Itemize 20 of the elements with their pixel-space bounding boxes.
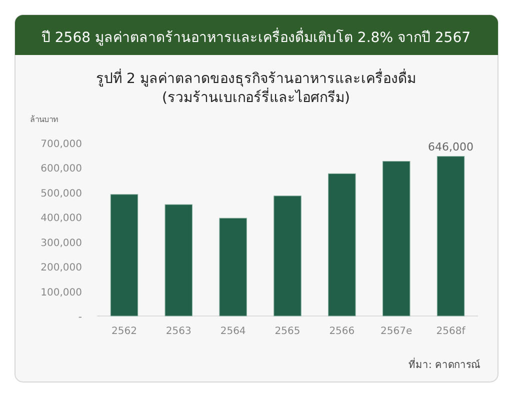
x-tick-label: 2566: [329, 326, 355, 337]
y-tick-label: 100,000: [40, 287, 82, 298]
y-tick-label: 500,000: [40, 188, 82, 200]
x-tick-label: 2567e: [380, 326, 412, 337]
data-label: 646,000: [428, 140, 474, 154]
chart-title: ปี 2568 มูลค่าตลาดร้านอาหารและเครื่องดื่มเติบโต 2.8% จากปี 2567: [41, 28, 471, 46]
x-tick-label: 2565: [274, 326, 300, 337]
chart-subtitle: รูปที่ 2 มูลค่าตลาดของธุรกิจร้านอาหารและเครื่องดื่ม (รวมร้านเบเกอร์รี่และไอศกรีม): [96, 69, 416, 106]
x-tick-label: 2564: [220, 326, 246, 337]
y-tick-label: 400,000: [40, 213, 82, 224]
x-tick-label: 2563: [166, 326, 192, 337]
y-axis-title: ล้านบาท: [30, 115, 58, 124]
y-tick-label: 600,000: [40, 164, 82, 175]
y-tick-label: 700,000: [40, 139, 82, 150]
y-tick-label: 200,000: [40, 262, 82, 274]
y-tick-label: 300,000: [40, 238, 82, 249]
text: ที่มา: คาดการณ์: [408, 357, 480, 371]
y-tick-label: -: [78, 312, 82, 323]
x-tick-label: 2562: [111, 326, 137, 337]
x-tick-label: 2568f: [436, 326, 466, 337]
